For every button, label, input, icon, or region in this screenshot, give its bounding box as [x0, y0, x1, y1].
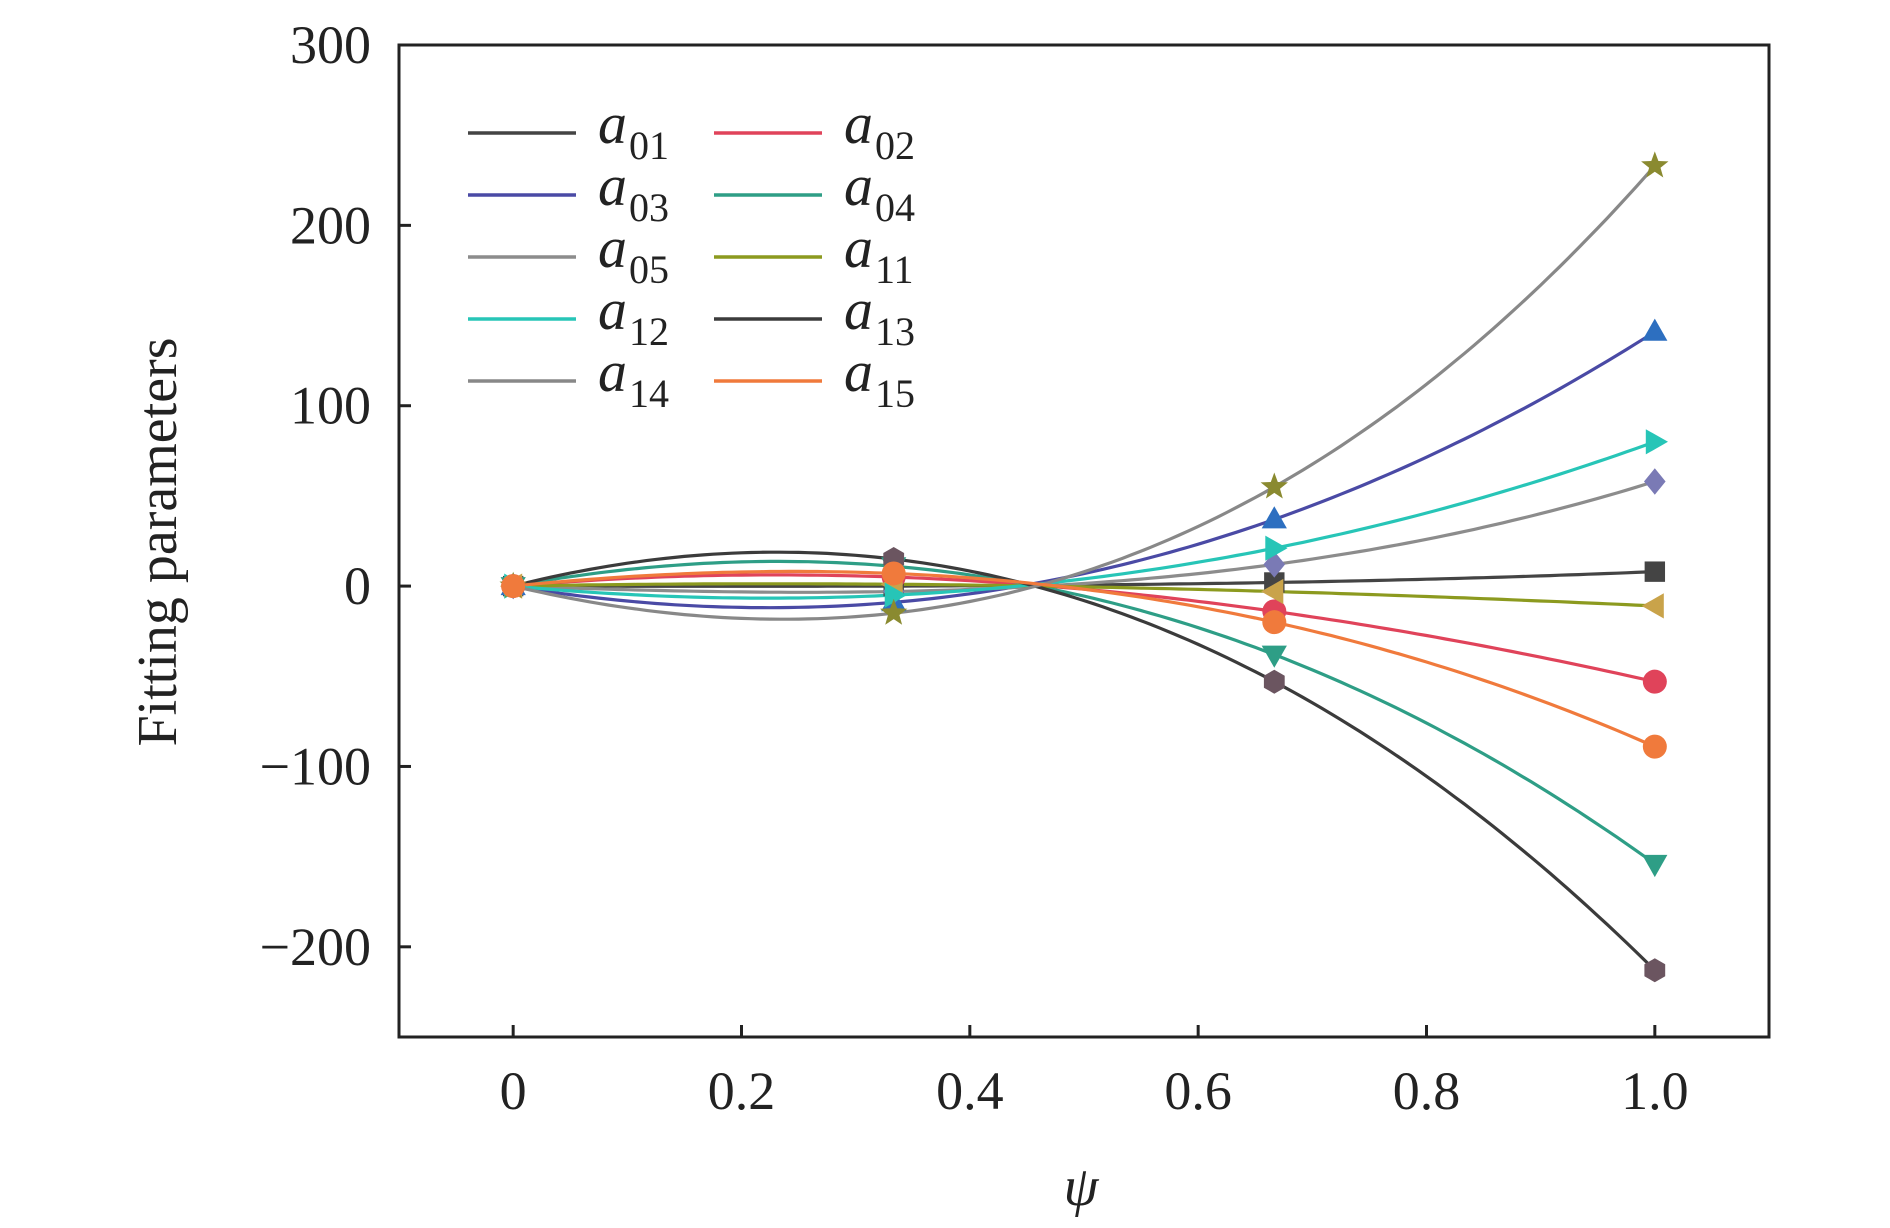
legend-label: a01	[598, 91, 669, 168]
data-point-a01	[1644, 561, 1666, 582]
legend-item-a05: a05	[468, 215, 669, 292]
x-tick-label: 1.0	[1621, 1061, 1689, 1121]
series-line-a12	[513, 440, 1656, 600]
data-point-a05	[1263, 551, 1286, 578]
legend-label: a15	[844, 339, 915, 416]
series-line-a05	[513, 479, 1656, 594]
x-tick-label: 0.6	[1164, 1061, 1232, 1121]
legend-item-a15: a15	[714, 339, 915, 416]
data-point-a15	[1642, 734, 1667, 759]
x-axis: 0 0.2 0.4 0.6 0.8 1.0	[500, 1025, 1689, 1121]
legend-item-a04: a04	[714, 153, 915, 230]
data-point-a02	[1642, 669, 1667, 694]
data-point-a12	[884, 582, 907, 608]
data-point-a13	[1644, 958, 1666, 983]
legend-label: a04	[844, 153, 915, 230]
legend-label: a13	[844, 277, 915, 354]
legend-label: a14	[598, 339, 669, 416]
legend-item-a11: a11	[714, 215, 914, 292]
series-line-a03	[512, 330, 1656, 610]
legend-label: a02	[844, 91, 915, 168]
data-point-a11	[1641, 593, 1664, 619]
x-tick-label: 0.2	[708, 1061, 776, 1121]
data-point-a11	[1261, 578, 1284, 605]
series-line-a13	[512, 550, 1656, 972]
data-point-a15	[1262, 610, 1287, 635]
legend-item-a13: a13	[714, 277, 915, 354]
legend-label: a05	[598, 215, 669, 292]
data-point-a03	[1261, 506, 1287, 529]
y-axis-title: Fitting parameters	[127, 337, 189, 746]
y-axis: −200 −100 0 100 200 300	[260, 15, 411, 977]
x-tick-label: 0.8	[1393, 1061, 1461, 1121]
data-point-a04	[1642, 854, 1668, 878]
data-point-a14	[1641, 151, 1669, 178]
y-tick-label: −100	[260, 736, 371, 796]
legend-item-a14: a14	[468, 339, 669, 416]
data-point-a15	[501, 574, 526, 599]
marker-layer	[499, 151, 1669, 983]
data-point-a14	[880, 598, 908, 625]
y-tick-label: 100	[290, 376, 371, 436]
legend-item-a12: a12	[468, 277, 669, 354]
x-tick-label: 0	[500, 1061, 527, 1121]
legend-item-a02: a02	[714, 91, 915, 168]
data-point-a12	[1645, 429, 1668, 455]
legend-item-a01: a01	[468, 91, 669, 168]
data-point-a04	[1261, 645, 1287, 668]
y-tick-label: 0	[344, 556, 371, 616]
data-point-a15	[881, 561, 906, 586]
legend-item-a03: a03	[468, 153, 669, 230]
y-tick-label: 300	[290, 15, 371, 75]
data-point-a03	[1642, 318, 1668, 341]
legend-label: a12	[598, 277, 669, 354]
y-tick-label: 200	[290, 195, 371, 255]
legend-label: a03	[598, 153, 669, 230]
legend-label: a11	[844, 215, 914, 292]
data-point-a12	[1265, 535, 1288, 561]
data-point-a05	[1644, 468, 1666, 495]
series-layer	[512, 164, 1657, 972]
series-line-a04	[512, 559, 1656, 866]
data-point-a14	[1260, 472, 1288, 499]
series-line-a15	[513, 569, 1656, 749]
series-line-a11	[513, 582, 1655, 608]
series-line-a14	[512, 164, 1657, 621]
y-tick-label: −200	[260, 917, 371, 977]
legend: a01 a02 a03 a04 a05 a11 a12 a13 a14 a15	[468, 91, 915, 416]
x-tick-label: 0.4	[936, 1061, 1004, 1121]
x-axis-title: ψ	[1064, 1156, 1100, 1218]
data-point-a13	[1263, 669, 1285, 694]
plot-frame	[397, 43, 1771, 1039]
